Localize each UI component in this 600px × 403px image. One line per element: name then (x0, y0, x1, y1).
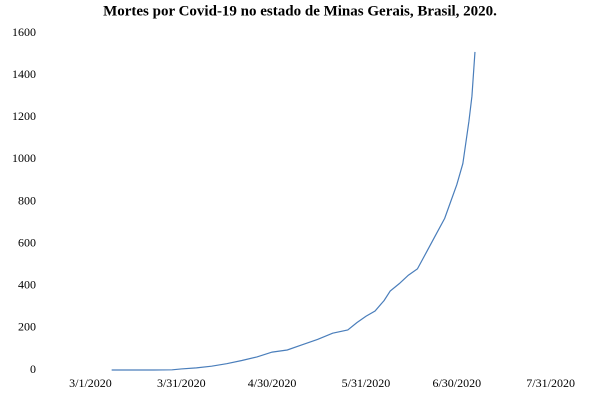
chart-title: Mortes por Covid-19 no estado de Minas G… (103, 3, 497, 19)
y-tick-label: 0 (30, 362, 36, 376)
x-tick-label: 5/31/2020 (342, 376, 391, 390)
x-tick-label: 3/31/2020 (157, 376, 206, 390)
y-tick-label: 200 (18, 320, 36, 334)
x-tick-label: 7/31/2020 (526, 376, 575, 390)
y-tick-label: 1600 (12, 25, 36, 39)
line-series (111, 51, 476, 371)
x-tick-label: 6/30/2020 (432, 376, 481, 390)
x-tick-label: 3/1/2020 (69, 376, 112, 390)
x-tick-label: 4/30/2020 (248, 376, 297, 390)
y-tick-label: 1000 (12, 151, 36, 165)
y-tick-label: 400 (18, 278, 36, 292)
y-tick-label: 1400 (12, 67, 36, 81)
y-tick-label: 800 (18, 193, 36, 207)
y-tick-label: 1200 (12, 109, 36, 123)
y-tick-label: 600 (18, 235, 36, 249)
